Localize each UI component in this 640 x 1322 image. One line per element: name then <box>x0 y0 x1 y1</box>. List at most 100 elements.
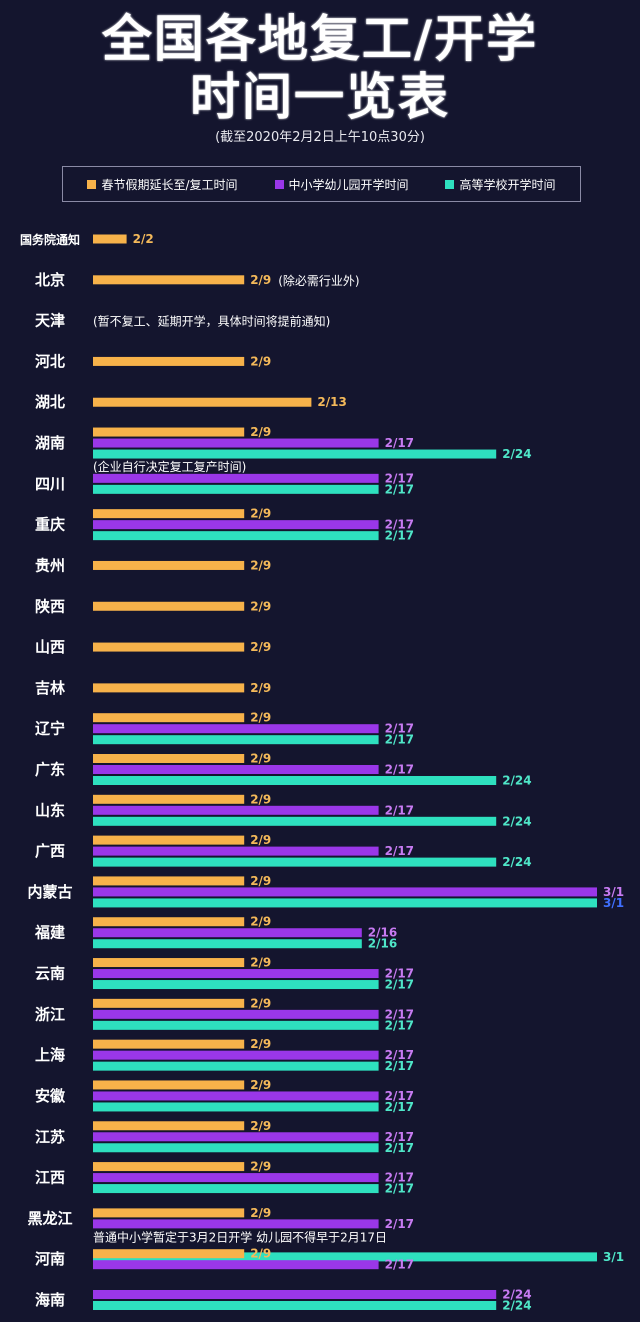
bar-school <box>93 969 379 979</box>
row-label: 国务院通知 <box>20 232 80 247</box>
title-line-1: 全国各地复工/开学 <box>101 10 539 68</box>
value-label-work: 2/9 <box>250 956 271 970</box>
bar-work <box>93 356 245 366</box>
bar-work <box>93 601 245 611</box>
row-label: 湖南 <box>35 434 65 452</box>
bar-school <box>93 1290 497 1299</box>
bar-univ <box>93 1143 379 1153</box>
value-label-univ: 2/17 <box>385 529 414 543</box>
bar-school <box>93 805 379 815</box>
legend-swatch-school <box>274 179 284 189</box>
value-label-univ: 2/24 <box>502 447 531 461</box>
row-label: 江西 <box>35 1169 65 1187</box>
value-label-work: 2/2 <box>133 232 154 246</box>
bar-work <box>93 1039 245 1049</box>
row-label: 江苏 <box>35 1128 65 1146</box>
row-label: 天津 <box>35 312 65 330</box>
value-label-univ: 2/17 <box>385 733 414 747</box>
value-label-work: 2/9 <box>250 1119 271 1133</box>
value-label-school: 2/17 <box>385 1007 414 1021</box>
bar-school <box>93 1260 379 1270</box>
value-label-univ: 2/24 <box>502 774 531 788</box>
bar-school <box>93 887 597 897</box>
bar-work <box>93 275 245 285</box>
value-label-univ: 3/1 <box>603 1250 624 1264</box>
legend-label-work: 春节假期延长至/复工时间 <box>101 177 238 192</box>
row-label: 河南 <box>35 1250 65 1268</box>
row-label: 云南 <box>35 965 65 983</box>
row-label: 广东 <box>35 761 65 779</box>
value-label-work: 2/9 <box>250 273 271 287</box>
value-label-school: 2/17 <box>385 1258 414 1272</box>
value-label-work: 2/9 <box>250 507 271 521</box>
bar-work <box>93 1249 245 1259</box>
bar-work <box>93 1162 245 1172</box>
bar-work <box>93 713 245 723</box>
row-label: 山西 <box>35 638 65 656</box>
bar-school <box>93 1173 379 1183</box>
value-label-work: 2/9 <box>250 599 271 613</box>
value-label-work: 2/9 <box>250 1078 271 1092</box>
bar-school <box>93 473 379 483</box>
legend-item-univ: 高等学校开学时间 <box>445 176 556 193</box>
bar-univ <box>93 1301 497 1310</box>
bar-work <box>93 234 127 244</box>
bar-work <box>93 1121 245 1131</box>
bar-work <box>93 835 245 845</box>
bar-school <box>93 765 379 774</box>
value-label-school: 2/17 <box>385 436 414 450</box>
value-label-work: 2/9 <box>250 792 271 806</box>
bar-work <box>93 917 245 927</box>
value-label-school: 2/17 <box>385 1171 414 1185</box>
bar-work <box>93 958 245 968</box>
bar-work <box>93 427 245 437</box>
value-label-univ: 2/17 <box>385 1182 414 1196</box>
row-label: 黑龙江 <box>27 1209 72 1227</box>
value-label-work: 2/9 <box>250 1160 271 1174</box>
bar-work <box>93 642 245 652</box>
bar-work <box>93 560 245 570</box>
bar-work <box>93 1080 245 1090</box>
value-label-school: 2/17 <box>385 803 414 817</box>
value-label-school: 2/17 <box>385 1217 414 1231</box>
value-label-work: 2/9 <box>250 425 271 439</box>
bar-univ <box>93 1184 379 1194</box>
row-label: 山东 <box>35 801 65 819</box>
bar-school <box>93 520 379 530</box>
value-label-univ: 2/17 <box>385 978 414 992</box>
bar-univ <box>93 531 379 541</box>
row-label: 陕西 <box>35 597 65 615</box>
bar-univ <box>93 776 497 785</box>
legend-item-work: 春节假期延长至/复工时间 <box>87 176 238 193</box>
row-label: 辽宁 <box>35 720 65 738</box>
bar-univ <box>93 939 362 949</box>
value-label-work: 2/9 <box>250 1037 271 1051</box>
value-label-work: 2/9 <box>250 915 271 929</box>
bar-work <box>93 998 245 1008</box>
row-label: 广西 <box>35 842 65 860</box>
value-label-work: 2/9 <box>250 874 271 888</box>
bar-univ <box>93 1102 379 1112</box>
value-label-work: 2/9 <box>250 681 271 695</box>
row-label: 上海 <box>35 1046 65 1064</box>
value-label-univ: 2/17 <box>385 482 414 496</box>
bar-univ <box>93 1061 379 1071</box>
value-label-school: 2/17 <box>385 763 414 777</box>
bar-work <box>93 397 312 407</box>
legend-swatch-work <box>87 179 97 189</box>
row-label: 重庆 <box>35 516 65 534</box>
value-label-univ: 2/24 <box>502 814 531 828</box>
row-note: (除必需行业外) <box>278 273 359 288</box>
legend-label-school: 中小学幼儿园开学时间 <box>288 177 409 192</box>
row-label: 北京 <box>35 271 65 289</box>
bar-univ <box>93 857 497 867</box>
subtitle: (截至2020年2月2日上午10点30分) <box>215 130 425 145</box>
bar-univ <box>93 484 379 494</box>
row-label: 海南 <box>35 1291 65 1309</box>
row-note: (暂不复工、延期开学，具体时间将提前通知) <box>93 314 330 329</box>
value-label-school: 3/1 <box>603 885 624 899</box>
value-label-work: 2/9 <box>250 558 271 572</box>
value-label-univ: 2/16 <box>368 937 397 951</box>
bar-school <box>93 928 362 938</box>
